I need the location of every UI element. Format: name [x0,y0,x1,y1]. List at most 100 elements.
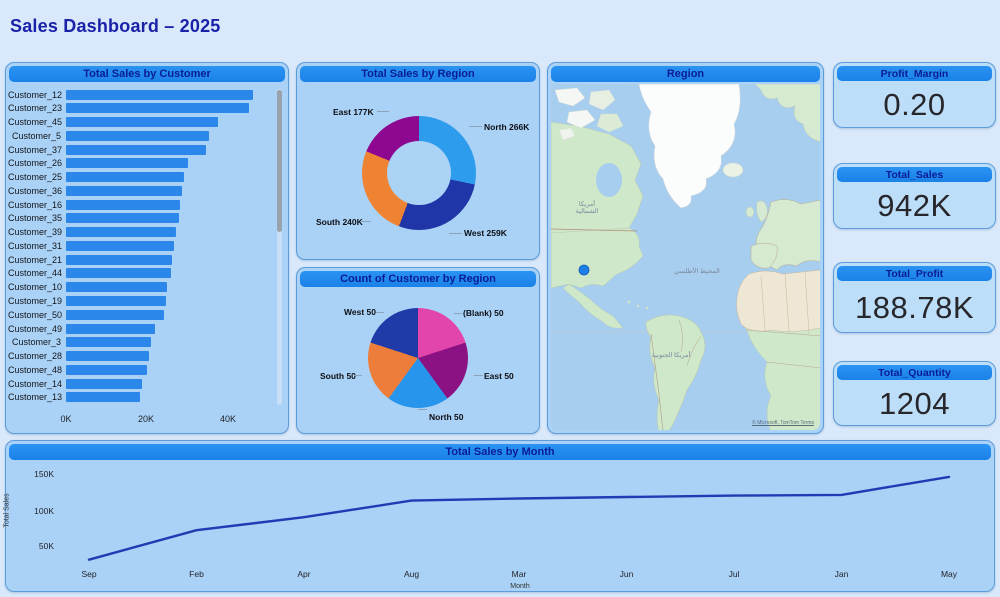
bar-row: Customer_36 [8,185,272,196]
panel-region-map: Region [547,62,824,434]
customer-label: Customer_12 [8,89,63,100]
customer-label: Customer_37 [8,144,63,155]
customer-label: Customer_25 [8,172,63,183]
customer-bar[interactable] [66,378,142,389]
panel-total-sales-by-month: Total Sales by Month 50K 100K 150K Sep Feb A… [4,440,996,593]
customer-bar[interactable] [66,213,180,224]
x-tick-label: 0K [60,414,72,424]
world-map[interactable] [551,84,820,430]
map-label-atlantic-ocean: المحيط الأطلسي [674,268,720,275]
customer-label: Customer_44 [8,268,63,279]
bar-row: Customer_5 [8,130,272,141]
bar-track [66,213,272,224]
customer-label: Customer_35 [8,213,63,224]
customer-label: Customer_5 [11,130,61,141]
y-tick-label: 100K [34,506,54,516]
bar-track [66,268,272,279]
customer-label: Customer_16 [8,199,63,210]
map-label-south-america: أمريكا الجنوبية [651,352,691,359]
month-tick-label: Aug [403,569,420,579]
customer-bar[interactable] [66,185,182,196]
customer-chart-scrollbar[interactable] [277,89,282,405]
x-axis-title: Month [510,583,530,590]
month-tick-label: Jun [619,569,634,579]
bar-row: Customer_44 [8,268,272,279]
bar-track [66,103,272,114]
kpi-card-total-sales: Total_Sales 942K [833,163,996,229]
bar-track [66,227,272,238]
customer-bar[interactable] [66,240,175,251]
customer-bar[interactable] [66,227,177,238]
bar-row: Customer_37 [8,144,272,155]
bar-track [66,89,272,100]
customer-label: Customer_3 [11,337,61,348]
kpi-label: Total_Sales [837,167,992,182]
donut-slice-label: East 177K [333,107,374,117]
customer-bar[interactable] [66,351,150,362]
bar-row: Customer_26 [8,158,272,169]
customer-bar[interactable] [66,89,254,100]
label-connector [469,126,482,127]
month-tick-label: May [940,569,958,579]
customer-bar[interactable] [66,254,173,265]
y-tick-label: 150K [34,469,54,479]
customer-bar[interactable] [66,295,167,306]
customer-label: Customer_21 [8,254,63,265]
bar-row: Customer_13 [8,392,272,403]
map-title: Region [551,66,820,82]
x-tick-label: 40K [219,414,237,424]
customer-bar[interactable] [66,117,218,128]
panel-count-of-customer-by-region: Count of Customer by Region (Blank) 50 Ea… [296,267,540,434]
customer-bar[interactable] [66,199,181,210]
x-tick-label: 20K [137,414,155,424]
kpi-label: Profit_Margin [837,66,992,81]
bar-track [66,337,272,348]
bar-track [66,364,272,375]
customer-bar[interactable] [66,158,188,169]
bar-row: Customer_14 [8,378,272,389]
month-line-chart[interactable] [6,441,996,593]
customer-bar[interactable] [66,172,185,183]
customer-bar[interactable] [66,337,152,348]
label-connector [376,312,384,313]
bar-track [66,295,272,306]
customer-label: Customer_31 [8,240,63,251]
scrollbar-thumb[interactable] [277,90,282,233]
map-marker[interactable] [578,264,590,276]
customer-bar[interactable] [66,130,209,141]
customer-bar[interactable] [66,103,249,114]
map-canvas[interactable]: أمريكا الشمالية المحيط الأطلسي أمريكا ال… [551,84,820,430]
customer-label: Customer_36 [8,185,63,196]
bar-track [66,158,272,169]
customer-label: Customer_19 [8,295,63,306]
month-tick-label: Jul [728,569,740,579]
customer-bar[interactable] [66,282,168,293]
customer-bar[interactable] [66,268,172,279]
region-pie-title: Count of Customer by Region [300,271,536,287]
customer-bar[interactable] [66,392,141,403]
customer-bar-rows: Customer_12 Customer_23 Customer_45 Custome… [8,89,272,403]
customer-bar[interactable] [66,364,148,375]
month-tick-label: Mar [511,569,527,579]
month-chart-title: Total Sales by Month [9,444,991,460]
map-attribution[interactable]: © Microsoft, TomTom Terms [752,420,814,426]
bar-track [66,185,272,196]
customer-bar[interactable] [66,309,165,320]
kpi-card-profit-margin: Profit_Margin 0.20 [833,62,996,128]
bar-track [66,392,272,403]
bar-track [66,172,272,183]
bar-row: Customer_25 [8,172,272,183]
donut-slice-label: West 259K [464,228,507,238]
donut-slice-label: South 240K [316,217,363,227]
region-pie-chart[interactable] [368,308,468,408]
label-connector [361,221,371,222]
month-tick-label: Feb [189,569,204,579]
y-tick-label: 50K [38,541,54,551]
bar-row: Customer_50 [8,309,272,320]
label-connector [377,111,389,112]
pie-slice-label: West 50 [344,307,376,317]
panel-total-sales-by-region: Total Sales by Region North 266K West 259… [296,62,540,260]
bar-track [66,378,272,389]
customer-bar[interactable] [66,323,156,334]
customer-bar[interactable] [66,144,206,155]
